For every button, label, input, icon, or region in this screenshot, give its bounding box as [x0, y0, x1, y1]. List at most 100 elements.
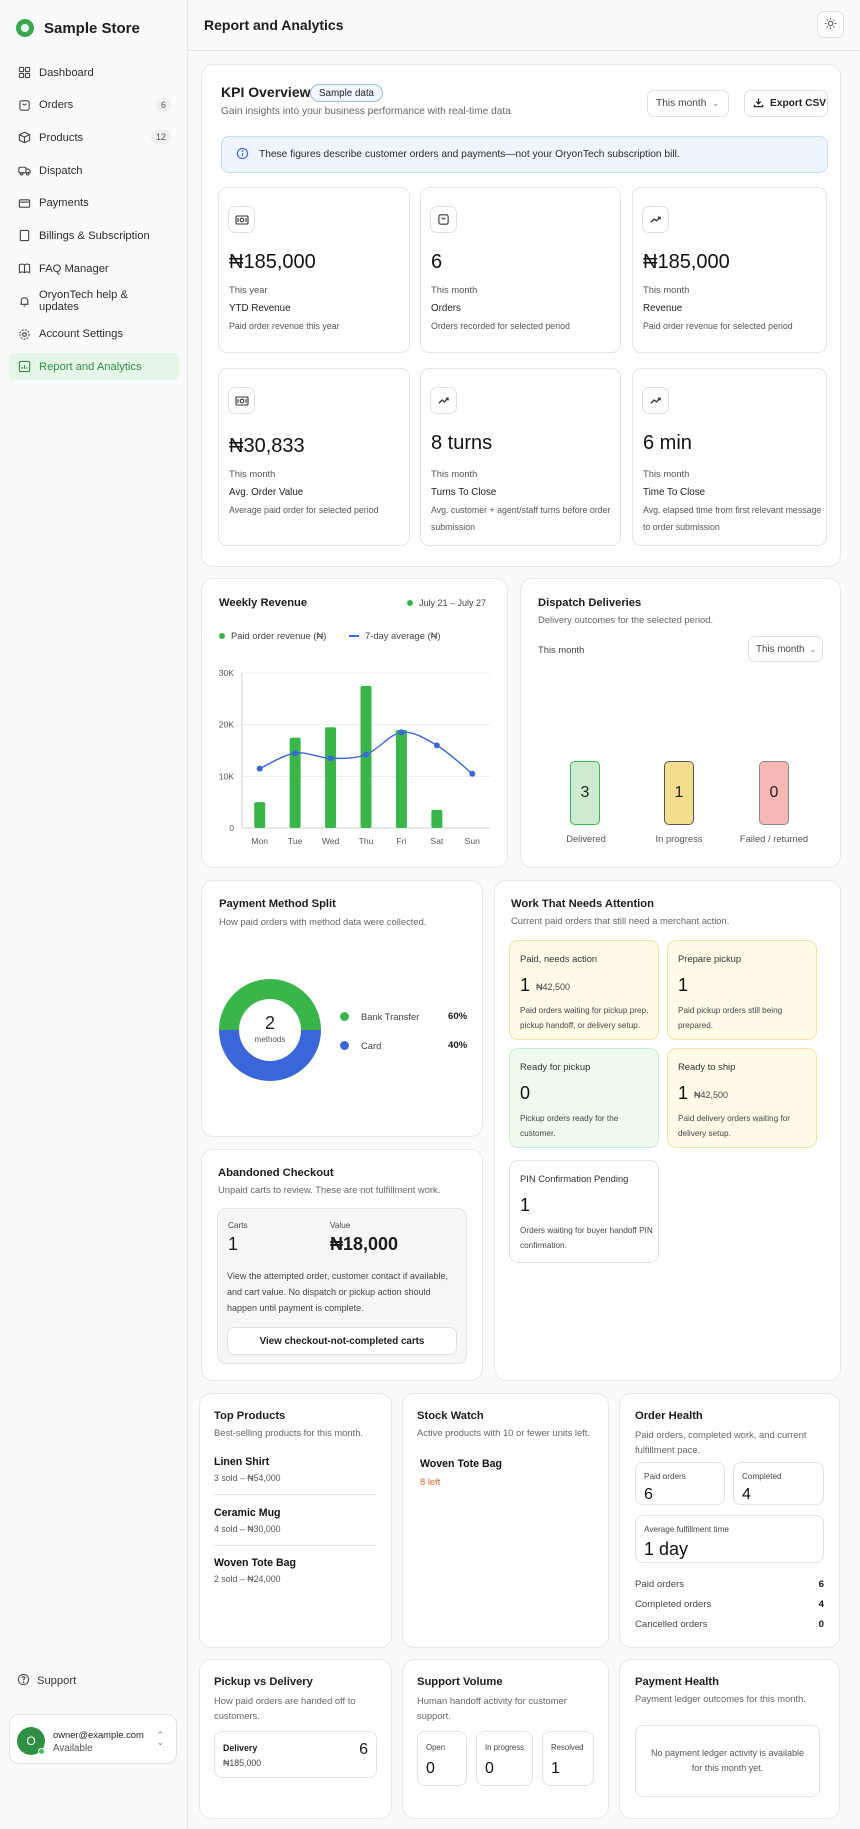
sidebar-item-label: Report and Analytics	[39, 360, 142, 373]
export-csv-button[interactable]: Export CSV	[744, 90, 828, 117]
tile-amount: ₦42,500	[536, 982, 571, 992]
x-tick-label: Tue	[288, 836, 303, 846]
kpi-desc: Paid order revenue for selected period	[643, 321, 793, 331]
view-checkout-carts-button[interactable]: View checkout-not-completed carts	[227, 1327, 457, 1355]
average-point	[327, 755, 334, 762]
payment-split-subtitle: How paid orders with method data were co…	[219, 916, 427, 927]
tile-title: Paid, needs action	[520, 953, 598, 964]
kpi-period: This month	[431, 284, 478, 295]
weekly-revenue-title: Weekly Revenue	[219, 597, 308, 609]
delivery-label: Delivery	[223, 1743, 258, 1753]
stock-watch-title: Stock Watch	[417, 1410, 484, 1422]
carts-label: Carts	[228, 1221, 248, 1230]
x-tick-label: Wed	[322, 836, 340, 846]
tile-prepare-pickup[interactable]: Prepare pickup 1 Paid pickup orders stil…	[667, 940, 817, 1040]
average-point	[363, 751, 369, 758]
kpi-card-ytd-revenue: ₦185,000 This year YTD Revenue Paid orde…	[218, 187, 410, 353]
pickup-delivery-title: Pickup vs Delivery	[214, 1676, 313, 1688]
health-row-label: Completed orders	[635, 1599, 712, 1610]
sidebar-item-payments[interactable]: Payments	[9, 190, 179, 217]
bell-icon	[18, 295, 31, 308]
revenue-bar	[395, 729, 407, 828]
tile-value: 0	[520, 1083, 531, 1103]
sidebar-item-orders[interactable]: Orders 6	[9, 92, 179, 119]
support-resolved-label: Resolved	[551, 1743, 584, 1752]
top-products-subtitle: Best-selling products for this month.	[214, 1427, 364, 1438]
user-menu[interactable]: O owner@example.com Available ⌃ ⌄	[9, 1714, 177, 1764]
dispatch-title: Dispatch Deliveries	[538, 597, 642, 609]
stock-item-left: 8 left	[420, 1476, 441, 1487]
tile-amount: ₦42,500	[694, 1090, 729, 1100]
completed-stat: Completed 4	[733, 1462, 824, 1505]
tile-paid-needs-action[interactable]: Paid, needs action 1 ₦42,500 Paid orders…	[509, 940, 659, 1040]
products-count-badge: 12	[150, 130, 171, 145]
dispatch-period-value: This month	[756, 643, 805, 655]
period-select[interactable]: This month ⌄	[647, 90, 729, 117]
kpi-card-orders: 6 This month Orders Orders recorded for …	[420, 187, 621, 353]
sample-data-badge: Sample data	[310, 84, 384, 102]
kpi-label: Time To Close	[643, 487, 706, 498]
support-link[interactable]: Support	[17, 1673, 76, 1689]
sidebar-item-account-settings[interactable]: Account Settings	[9, 321, 179, 348]
average-point	[398, 729, 405, 736]
sidebar-item-dashboard[interactable]: Dashboard	[9, 59, 179, 86]
paid-orders-label: Paid orders	[644, 1472, 686, 1481]
kpi-period: This month	[431, 468, 478, 479]
tile-ready-to-ship[interactable]: Ready to ship 1 ₦42,500 Paid delivery or…	[667, 1048, 817, 1148]
kpi-label: Revenue	[643, 303, 683, 314]
sidebar-item-label: Account Settings	[39, 328, 123, 340]
truck-icon	[18, 164, 31, 177]
sidebar-item-faq-manager[interactable]: FAQ Manager	[9, 255, 179, 282]
theme-toggle-button[interactable]	[817, 11, 844, 38]
weekly-revenue-chart: 0 10K 20K 30K Mon Tue Wed Thu Fri Sat Sun	[219, 668, 490, 846]
sidebar-item-label: FAQ Manager	[39, 262, 109, 275]
tile-pin-confirmation[interactable]: PIN Confirmation Pending 1 Orders waitin…	[509, 1160, 659, 1263]
kpi-period: This month	[643, 468, 690, 479]
revenue-bar	[431, 809, 443, 828]
tile-title: Ready to ship	[678, 1061, 736, 1072]
tile-value: 1	[520, 975, 531, 995]
user-status: Available	[53, 1743, 93, 1754]
bank-transfer-pct: 60%	[448, 1011, 468, 1022]
weekly-range-text: July 21 – July 27	[419, 598, 487, 608]
tile-ready-for-pickup[interactable]: Ready for pickup 0 Pickup orders ready f…	[509, 1048, 659, 1148]
kpi-value: 8 turns	[431, 432, 493, 454]
kpi-title: KPI Overview	[221, 84, 311, 100]
payment-donut	[219, 979, 321, 1081]
dispatch-subtitle: Delivery outcomes for the selected perio…	[538, 614, 714, 625]
stock-watch-card	[402, 1393, 609, 1648]
store-brand[interactable]: Sample Store	[16, 19, 140, 37]
kpi-desc: Avg. customer + agent/staff turns before…	[431, 505, 611, 532]
in-progress-count: 1	[674, 784, 684, 801]
health-row-label: Cancelled orders	[635, 1619, 708, 1630]
store-name: Sample Store	[44, 19, 140, 37]
stock-watch-subtitle: Active products with 10 or fewer units l…	[417, 1427, 590, 1438]
sidebar-item-label: Products	[39, 131, 84, 144]
kpi-card-time-to-close: 6 min This month Time To Close Avg. elap…	[632, 368, 827, 546]
sidebar-item-dispatch[interactable]: Dispatch	[9, 157, 179, 184]
help-circle-icon	[17, 1673, 30, 1689]
sidebar-item-products[interactable]: Products 12	[9, 124, 179, 151]
tile-desc: Paid delivery orders waiting for deliver…	[678, 1114, 790, 1138]
grid-icon	[18, 66, 31, 79]
in-progress-label: In progress	[655, 833, 703, 844]
tile-desc: Pickup orders ready for the customer.	[520, 1114, 619, 1138]
in-progress-bar: 1	[664, 761, 694, 825]
dispatch-period-select[interactable]: This month ⌄	[748, 636, 823, 662]
sidebar-item-report-analytics[interactable]: Report and Analytics	[9, 353, 179, 381]
orders-count-badge: 6	[155, 97, 171, 112]
failed-returned-bar: 0	[759, 761, 789, 825]
sidebar-item-help-updates[interactable]: OryonTech help & updates	[9, 288, 179, 315]
book-icon	[18, 262, 31, 275]
payment-health-title: Payment Health	[635, 1676, 719, 1688]
view-checkout-carts-label: View checkout-not-completed carts	[259, 1335, 425, 1347]
average-point	[469, 770, 476, 777]
product-sales: 2 sold – ₦24,000	[214, 1574, 281, 1584]
support-volume-subtitle: Human handoff activity for customer supp…	[417, 1695, 567, 1721]
donut-card	[219, 1030, 321, 1081]
money-icon	[228, 387, 255, 414]
sidebar-item-billings[interactable]: Billings & Subscription	[9, 222, 179, 249]
trend-up-icon	[642, 387, 669, 414]
avg-fulfillment-stat: Average fulfillment time 1 day	[635, 1515, 824, 1563]
chevron-down-icon: ⌄	[809, 644, 817, 654]
